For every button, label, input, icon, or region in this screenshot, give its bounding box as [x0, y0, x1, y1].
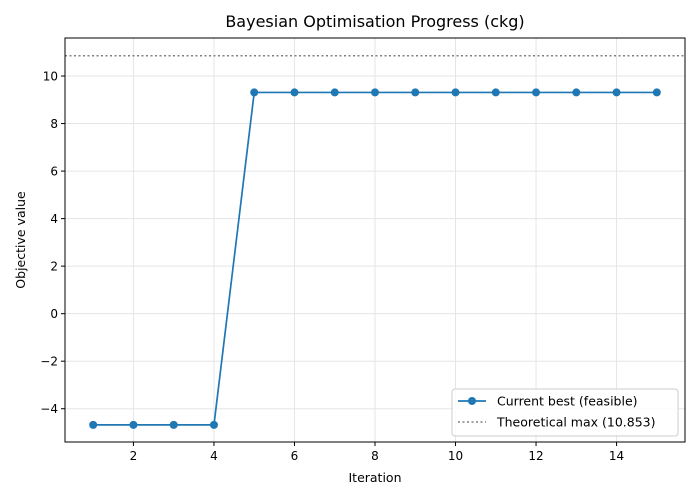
y-tick-label: 0 [50, 307, 58, 321]
legend-label-theoretical-max: Theoretical max (10.853) [496, 415, 656, 430]
y-tick-label: 6 [50, 165, 58, 179]
legend-box [451, 388, 679, 437]
y-tick-label: 2 [50, 260, 58, 274]
x-tick-label: 4 [210, 449, 218, 463]
grid [65, 38, 685, 442]
y-axis-ticks: −4 −2 0 2 4 6 8 10 [40, 70, 65, 416]
legend-marker-current-best [468, 397, 476, 405]
y-tick-label: 4 [50, 212, 58, 226]
data-point [491, 88, 500, 97]
y-axis-title: Objective value [13, 191, 28, 289]
y-tick-label: 10 [43, 70, 58, 84]
data-point [652, 88, 661, 97]
x-tick-label: 2 [130, 449, 138, 463]
data-point [250, 88, 259, 97]
data-point [169, 420, 178, 429]
series [89, 88, 661, 429]
legend-label-current-best: Current best (feasible) [497, 394, 638, 409]
x-tick-label: 8 [371, 449, 379, 463]
data-point [451, 88, 460, 97]
y-tick-label: 8 [50, 117, 58, 131]
x-axis-ticks: 2 4 6 8 10 12 14 [130, 442, 624, 463]
data-point [612, 88, 621, 97]
y-tick-label: −4 [40, 402, 58, 416]
plot-frame [64, 37, 686, 443]
data-point [330, 88, 339, 97]
data-point [532, 88, 541, 97]
chart-title: Bayesian Optimisation Progress (ckg) [225, 12, 524, 31]
x-tick-label: 14 [609, 449, 624, 463]
data-point [371, 88, 379, 97]
x-tick-label: 10 [448, 449, 463, 463]
data-point [209, 420, 218, 429]
data-point [129, 420, 138, 429]
data-point [290, 88, 299, 97]
data-point [411, 88, 420, 97]
data-point [89, 420, 98, 429]
legend: Current best (feasible) Theoretical max … [451, 388, 679, 437]
x-axis-title: Iteration [348, 470, 401, 485]
data-point [572, 88, 581, 97]
x-tick-label: 12 [528, 449, 543, 463]
y-tick-label: −2 [40, 355, 58, 369]
x-tick-label: 6 [291, 449, 299, 463]
